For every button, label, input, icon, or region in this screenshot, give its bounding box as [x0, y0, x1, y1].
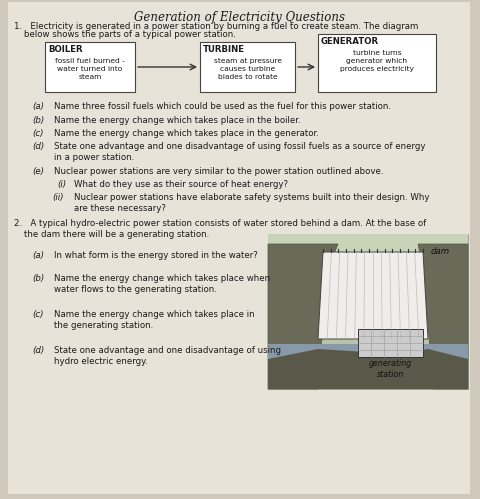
Text: (a): (a): [32, 102, 44, 111]
Text: (b): (b): [32, 116, 44, 125]
Text: in a power station.: in a power station.: [54, 153, 134, 162]
FancyBboxPatch shape: [268, 344, 468, 389]
Text: Name the energy change which takes place in the boiler.: Name the energy change which takes place…: [54, 116, 300, 125]
Text: (i): (i): [58, 180, 67, 189]
Text: What do they use as their source of heat energy?: What do they use as their source of heat…: [74, 180, 288, 189]
Text: Name three fossil fuels which could be used as the fuel for this power station.: Name three fossil fuels which could be u…: [54, 102, 391, 111]
Text: 1.   Electricity is generated in a power station by burning a fuel to create ste: 1. Electricity is generated in a power s…: [14, 22, 419, 31]
Text: dam: dam: [431, 247, 450, 256]
Text: GENERATOR: GENERATOR: [321, 37, 379, 46]
Text: In what form is the energy stored in the water?: In what form is the energy stored in the…: [54, 251, 258, 260]
Polygon shape: [268, 349, 468, 389]
Text: water flows to the generating station.: water flows to the generating station.: [54, 285, 217, 294]
FancyBboxPatch shape: [200, 42, 295, 92]
Text: State one advantage and one disadvantage of using: State one advantage and one disadvantage…: [54, 346, 281, 355]
Text: (a): (a): [32, 251, 44, 260]
Text: the generating station.: the generating station.: [54, 321, 153, 330]
Text: State one advantage and one disadvantage of using fossil fuels as a source of en: State one advantage and one disadvantage…: [54, 142, 425, 151]
Text: (c): (c): [32, 129, 44, 138]
Text: steam at pressure
causes turbine
blades to rotate: steam at pressure causes turbine blades …: [214, 58, 281, 79]
Text: (d): (d): [32, 142, 44, 151]
Text: generating
station: generating station: [369, 359, 412, 379]
FancyBboxPatch shape: [45, 42, 135, 92]
Text: TURBINE: TURBINE: [203, 45, 245, 54]
Text: (b): (b): [32, 274, 44, 283]
Text: Nuclear power stations are very similar to the power station outlined above.: Nuclear power stations are very similar …: [54, 167, 384, 176]
Text: Name the energy change which takes place when: Name the energy change which takes place…: [54, 274, 270, 283]
Text: BOILER: BOILER: [48, 45, 83, 54]
Polygon shape: [268, 244, 338, 389]
Text: fossil fuel burned -
water turned into
steam: fossil fuel burned - water turned into s…: [55, 58, 125, 79]
Text: (ii): (ii): [52, 193, 64, 202]
Text: hydro electric energy.: hydro electric energy.: [54, 357, 148, 366]
Text: are these necessary?: are these necessary?: [74, 204, 166, 213]
Text: Generation of Electricity Questions: Generation of Electricity Questions: [134, 11, 346, 24]
Text: (e): (e): [32, 167, 44, 176]
Text: below shows the parts of a typical power station.: below shows the parts of a typical power…: [24, 30, 236, 39]
Polygon shape: [318, 252, 428, 339]
Text: (c): (c): [32, 310, 44, 319]
FancyBboxPatch shape: [318, 34, 436, 92]
Text: the dam there will be a generating station.: the dam there will be a generating stati…: [24, 230, 209, 239]
Polygon shape: [323, 252, 423, 314]
Text: (d): (d): [32, 346, 44, 355]
Text: Name the energy change which takes place in: Name the energy change which takes place…: [54, 310, 254, 319]
FancyBboxPatch shape: [8, 2, 470, 494]
FancyBboxPatch shape: [358, 329, 423, 357]
FancyBboxPatch shape: [268, 234, 468, 269]
Text: Name the energy change which takes place in the generator.: Name the energy change which takes place…: [54, 129, 319, 138]
Text: Nuclear power stations have elaborate safety systems built into their design. Wh: Nuclear power stations have elaborate sa…: [74, 193, 430, 202]
Polygon shape: [418, 244, 468, 389]
Text: turbine turns
generator which
produces electricity: turbine turns generator which produces e…: [340, 50, 414, 71]
Text: 2.   A typical hydro-electric power station consists of water stored behind a da: 2. A typical hydro-electric power statio…: [14, 219, 426, 228]
FancyBboxPatch shape: [268, 234, 468, 389]
